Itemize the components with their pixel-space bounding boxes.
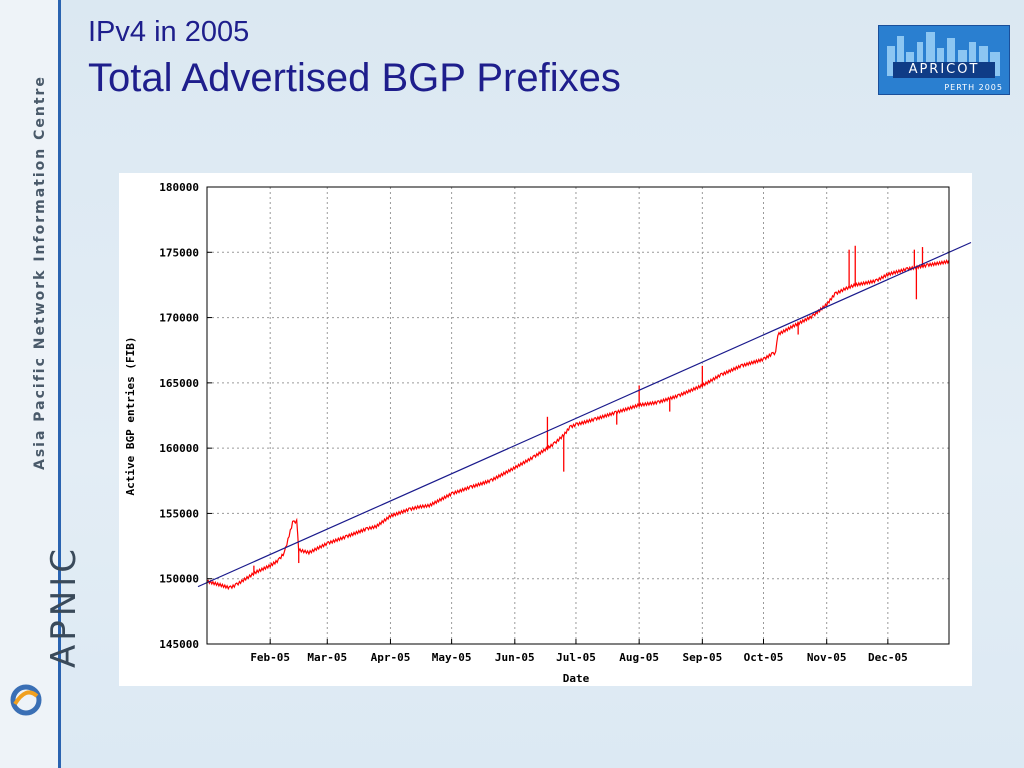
x-axis-label: Date: [563, 672, 590, 685]
left-band: [0, 0, 58, 768]
y-tick-label: 155000: [159, 507, 199, 520]
apnic-logo-icon: [6, 680, 46, 725]
x-tick-label: Mar-05: [307, 651, 347, 664]
trend-line: [197, 241, 972, 588]
x-tick-label: Nov-05: [807, 651, 847, 664]
x-tick-label: Apr-05: [371, 651, 411, 664]
x-tick-label: Jul-05: [556, 651, 596, 664]
x-tick-label: Feb-05: [250, 651, 290, 664]
slide-subtitle: IPv4 in 2005: [88, 16, 250, 48]
left-divider-line: [58, 0, 61, 768]
x-tick-label: Jun-05: [495, 651, 535, 664]
observed-series-line: [206, 259, 950, 591]
y-tick-label: 180000: [159, 181, 199, 194]
apricot-logo: APRICOT PERTH 2005: [878, 25, 1010, 95]
y-tick-label: 170000: [159, 312, 199, 325]
plot-frame: [206, 186, 950, 645]
y-tick-label: 165000: [159, 377, 199, 390]
y-tick-label: 145000: [159, 638, 199, 651]
apnic-wordmark: APNIC: [44, 545, 84, 668]
y-tick-label: 160000: [159, 442, 199, 455]
x-tick-label: Aug-05: [619, 651, 659, 664]
chart-panel: 145000 150000 155000 160000 165000 170000 1750…: [119, 173, 972, 686]
x-tick-label: Dec-05: [868, 651, 908, 664]
x-tick-label: May-05: [432, 651, 472, 664]
bgp-prefix-chart: 145000 150000 155000 160000 165000 170000 1750…: [124, 181, 972, 685]
y-axis-label: Active BGP entries (FIB): [124, 337, 137, 496]
y-tick-label: 150000: [159, 573, 199, 586]
apricot-subtext: PERTH 2005: [944, 83, 1003, 92]
side-caption: Asia Pacific Network Information Centre: [32, 75, 48, 470]
y-tick-label: 175000: [159, 246, 199, 259]
x-tick-label: Oct-05: [744, 651, 784, 664]
x-tick-label: Sep-05: [682, 651, 722, 664]
apricot-label: APRICOT: [893, 62, 995, 78]
slide-title: Total Advertised BGP Prefixes: [88, 56, 621, 100]
